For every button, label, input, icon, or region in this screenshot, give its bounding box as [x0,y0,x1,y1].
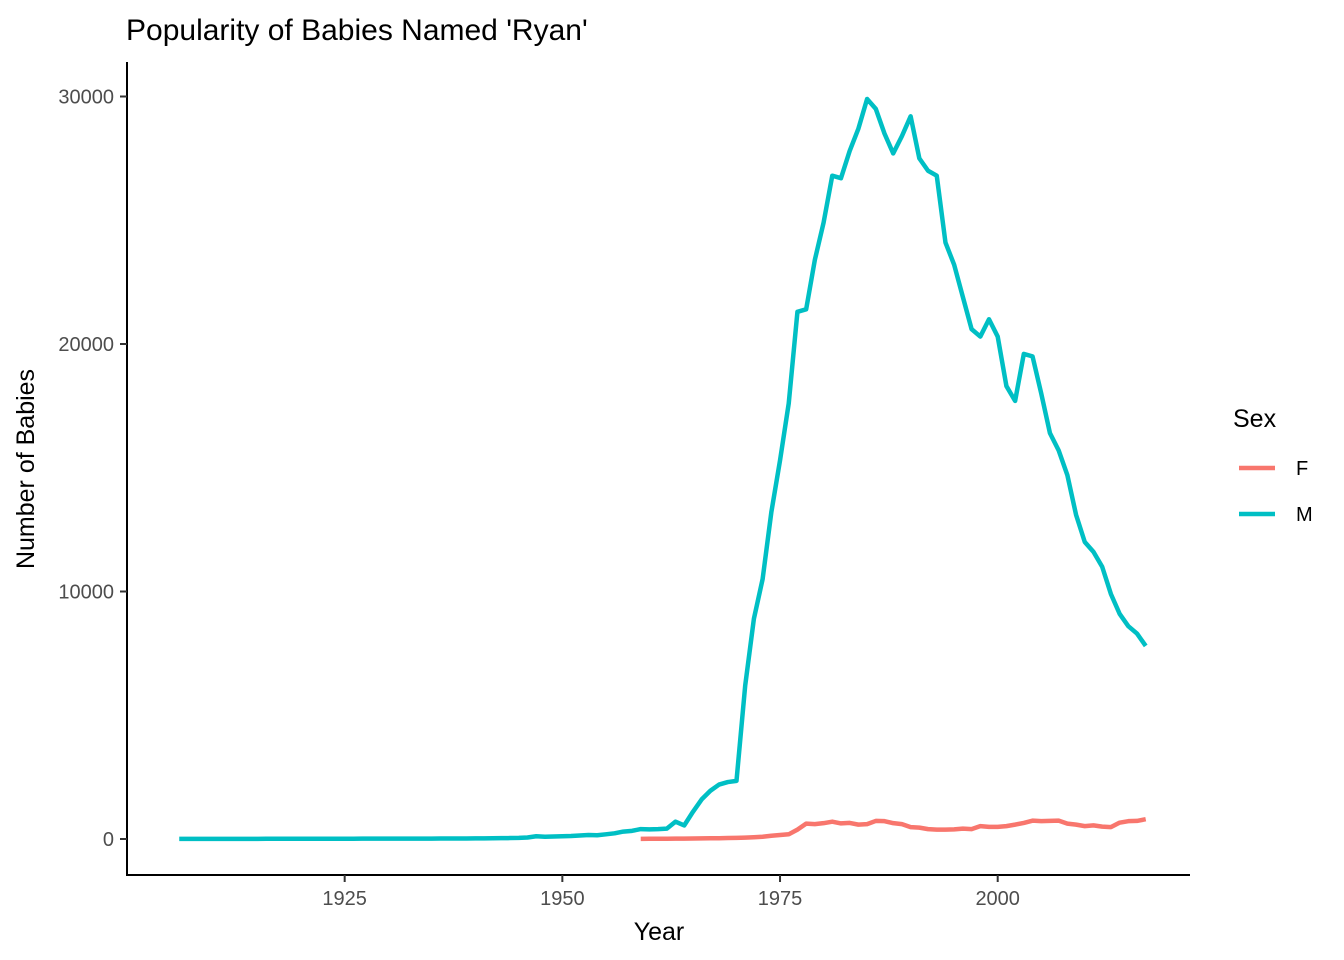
series-line-f [640,816,1147,842]
legend-label-m: M [1296,504,1313,526]
x-tick-label: 1975 [758,888,803,910]
legend: Sex FM [1233,405,1313,526]
y-tick-label: 0 [103,829,114,851]
y-tick-label: 20000 [58,334,114,356]
x-axis-title: Year [634,918,685,946]
x-tick-label: 1950 [540,888,585,910]
y-tick-label: 30000 [58,87,114,109]
series-line-m [179,96,1148,842]
y-axis-title: Number of Babies [12,369,40,569]
x-tick-label: 1925 [322,888,367,910]
y-tick-label: 10000 [58,582,114,604]
chart-title: Popularity of Babies Named 'Ryan' [126,14,588,47]
x-tick-label: 2000 [975,888,1020,910]
x-axis-ticks: 1925 1950 1975 2000 [322,875,1020,910]
plot-lines [179,96,1148,842]
y-axis-ticks: 0 10000 20000 30000 [58,87,127,851]
legend-title: Sex [1233,405,1277,433]
legend-label-f: F [1296,458,1308,480]
legend-entries: FM [1239,458,1313,526]
